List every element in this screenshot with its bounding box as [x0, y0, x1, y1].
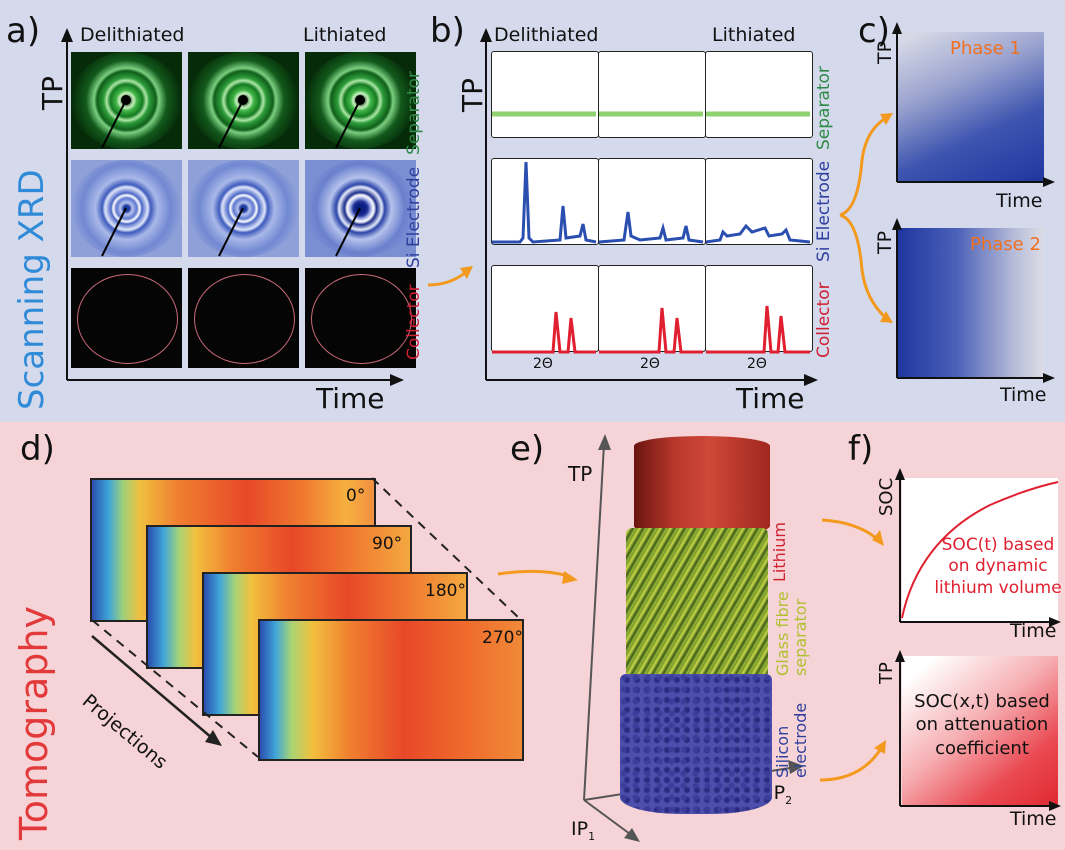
panel-c-label: c)	[858, 11, 890, 51]
ip1-label: IP1	[571, 818, 596, 843]
ip2-label: IP2	[768, 782, 793, 807]
glass-fibre-separator-layer	[626, 528, 768, 678]
e-y-axis-label: TP	[568, 462, 593, 486]
lithium-layer	[634, 436, 770, 536]
b-separator-plot-2	[598, 51, 706, 138]
angle-270: 270°	[482, 628, 523, 648]
f-bottom-soc-map	[902, 656, 1058, 806]
panel-b-label: b)	[430, 11, 465, 51]
b-separator-plot-3	[705, 51, 813, 138]
a-col-delithiated: Delithiated	[80, 24, 185, 46]
b-collector-plot-2	[598, 265, 706, 352]
f-bottom-y-axis: TP	[876, 662, 897, 684]
a-col-lithiated: Lithiated	[303, 24, 387, 46]
f-top-plot-area	[902, 478, 1058, 622]
b-two-theta-1: 2Θ	[533, 356, 553, 372]
f-top-description: SOC(t) based on dynamic lithium volume	[934, 535, 1062, 598]
projection-270	[258, 619, 524, 761]
panel-f-label: f)	[848, 429, 874, 469]
angle-0: 0°	[346, 486, 366, 506]
panel-e-label: e)	[510, 429, 545, 469]
phase2-label: Phase 2	[970, 234, 1041, 255]
panel-a-label: a)	[6, 11, 41, 51]
angle-180: 180°	[425, 581, 466, 601]
c-bottom-x-axis: Time	[1000, 384, 1047, 406]
phase1-label: Phase 1	[950, 38, 1021, 59]
f-top-x-axis: Time	[1010, 620, 1057, 642]
phase2-map	[898, 228, 1044, 378]
separator-pattern-1	[71, 52, 182, 149]
phase1-map	[898, 32, 1044, 182]
b-x-axis-label: Time	[736, 382, 805, 415]
silicon-electrode-layer	[620, 674, 772, 814]
b-collector-plot-3	[705, 265, 813, 352]
b-two-theta-2: 2Θ	[640, 356, 660, 372]
collector-pattern-2	[188, 268, 299, 368]
angle-90: 90°	[372, 534, 403, 554]
collector-pattern-1	[71, 268, 182, 368]
b-two-theta-3: 2Θ	[747, 356, 767, 372]
b-col-lithiated: Lithiated	[712, 24, 796, 46]
a-x-axis-label: Time	[316, 382, 385, 415]
b-collector-plot-1	[491, 265, 599, 352]
f-bottom-x-axis: Time	[1010, 808, 1057, 830]
collector-pattern-3	[305, 268, 416, 368]
c-top-x-axis: Time	[996, 190, 1043, 212]
f-bottom-description: SOC(x,t) based on attenuation coefficient	[914, 691, 1050, 759]
b-col-delithiated: Delithiated	[494, 24, 599, 46]
panel-d-label: d)	[20, 429, 55, 469]
